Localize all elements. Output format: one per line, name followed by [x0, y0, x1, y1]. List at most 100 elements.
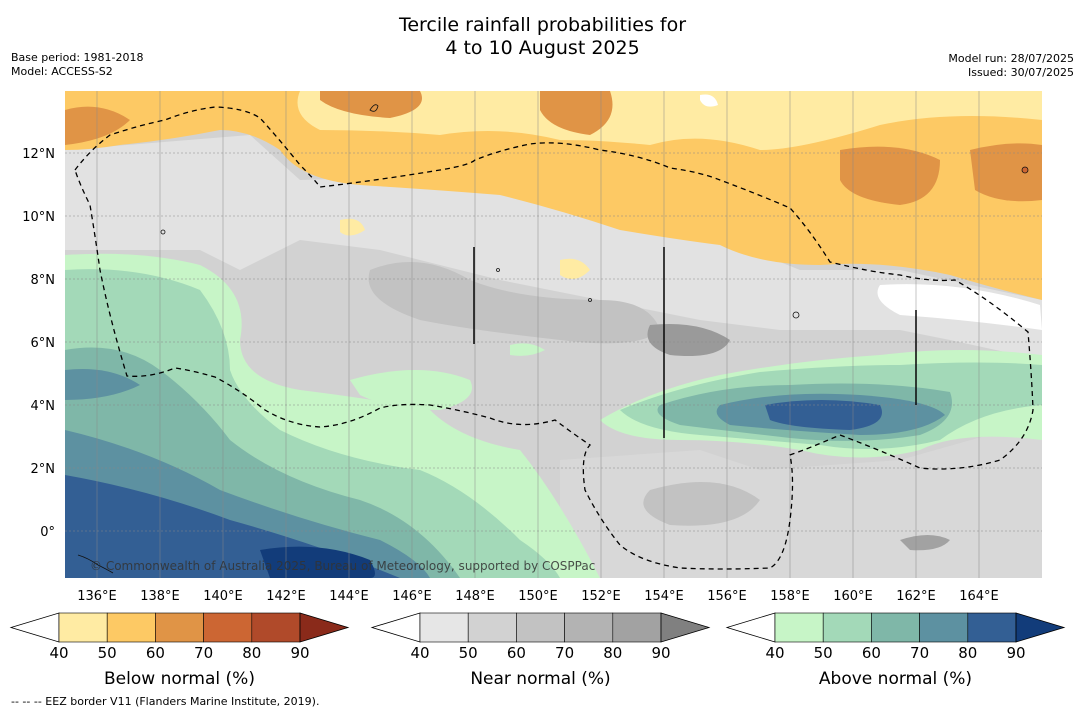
metadata-right: Model run: 28/07/2025 Issued: 30/07/2025: [948, 52, 1074, 80]
colorbar-tick-label: 40: [49, 644, 68, 662]
no-signal-area: [877, 284, 1042, 330]
colorbar-tick-label: 60: [146, 644, 165, 662]
near-normal-40: [65, 135, 1042, 360]
near-normal-80: [900, 535, 950, 551]
islands: [77, 104, 1029, 574]
colorbar-segment: [919, 612, 969, 643]
lat-label: 4°N: [31, 399, 56, 414]
lat-label: 10°N: [22, 210, 55, 225]
colorbar-segment: [612, 612, 662, 643]
model-name: Model: ACCESS-S2: [11, 65, 113, 78]
lon-label: 152°E: [581, 589, 621, 604]
colorbar-tick-label: 70: [555, 644, 574, 662]
colorbar: 40 50 60 70 80 90 Above normal (%): [725, 612, 1066, 689]
lon-label: 144°E: [329, 589, 369, 604]
colorbar-min-extension: [725, 612, 776, 643]
eez-border: [74, 106, 1034, 570]
lon-label: 158°E: [770, 589, 810, 604]
colorbar-tick-label: 60: [862, 644, 881, 662]
colorbar-tick-label: 80: [958, 644, 977, 662]
title-line-1: Tercile rainfall probabilities for: [398, 14, 687, 36]
lon-label: 136°E: [77, 589, 117, 604]
colorbar-segment: [822, 612, 872, 643]
colorbar-min-extension: [370, 612, 421, 643]
colorbar-tick-label: 70: [910, 644, 929, 662]
lon-label: 156°E: [707, 589, 747, 604]
colorbar-title: Below normal (%): [104, 669, 255, 689]
colorbar-tick-label: 70: [194, 644, 213, 662]
lon-label: 142°E: [266, 589, 306, 604]
colorbar-segment: [58, 612, 108, 643]
lon-label: 140°E: [203, 589, 243, 604]
below-normal-60-d: [970, 143, 1042, 202]
colorbar-tick-label: 40: [410, 644, 429, 662]
colorbar-tick-label: 90: [1006, 644, 1025, 662]
below-normal-60-a: [540, 91, 613, 135]
colorbar-tick-label: 80: [603, 644, 622, 662]
colorbar-segment: [774, 612, 824, 643]
below-normal-40: [297, 91, 1042, 150]
below-normal-60-b: [320, 91, 422, 118]
above-normal-90: [260, 546, 375, 578]
lon-labels: 136°E 138°E 140°E 142°E 144°E 146°E 148°…: [77, 589, 999, 604]
below-normal-60-c: [840, 146, 940, 205]
boundary-lines: [473, 247, 917, 438]
copyright-text: © Commonwealth of Australia 2025, Bureau…: [90, 559, 595, 573]
colorbar-segment: [419, 612, 469, 643]
colorbar-segment: [251, 612, 301, 643]
issued-date: Issued: 30/07/2025: [967, 66, 1074, 79]
colorbar-title: Above normal (%): [819, 669, 972, 689]
colorbar-tick-label: 90: [651, 644, 670, 662]
colorbar: 40 50 60 70 80 90 Below normal (%): [9, 612, 350, 689]
colorbar-min-extension: [9, 612, 60, 643]
lat-label: 12°N: [22, 147, 55, 162]
lon-label: 164°E: [959, 589, 999, 604]
above-normal-40-c: [510, 343, 545, 356]
model-run: Model run: 28/07/2025: [948, 52, 1074, 65]
colorbar-tick-label: 50: [459, 644, 478, 662]
metadata-left: Base period: 1981-2018 Model: ACCESS-S2: [11, 51, 143, 79]
colorbar-segment: [564, 612, 614, 643]
lat-gridlines: [65, 152, 1042, 532]
colorbars: 40 50 60 70 80 90 Below normal (%) 40 50 60 70 80 90…: [9, 612, 1066, 689]
colorbar: 40 50 60 70 80 90 Near normal (%): [370, 612, 711, 689]
above-normal-70-a: [65, 369, 140, 400]
near-normal-60-a: [368, 262, 660, 344]
lon-label: 148°E: [455, 589, 495, 604]
lon-label: 154°E: [644, 589, 684, 604]
lon-label: 150°E: [518, 589, 558, 604]
lon-label: 160°E: [833, 589, 873, 604]
map-title: Tercile rainfall probabilities for 4 to …: [0, 14, 1085, 60]
lon-gridlines: [96, 91, 980, 578]
lat-label: 6°N: [31, 336, 56, 351]
lon-label: 162°E: [896, 589, 936, 604]
lat-labels: 12°N 10°N 8°N 6°N 4°N 2°N 0°: [22, 147, 55, 540]
lon-label: 146°E: [392, 589, 432, 604]
lat-label: 0°: [40, 525, 55, 540]
map-panel: [65, 91, 1042, 578]
colorbar-segment: [155, 612, 204, 643]
colorbar-tick-label: 50: [814, 644, 833, 662]
below-normal-40-b: [560, 258, 590, 279]
no-signal-spot: [700, 94, 718, 107]
lat-label: 2°N: [31, 462, 56, 477]
footer-note: -- -- -- EEZ border V11 (Flanders Marine…: [11, 695, 320, 708]
below-normal-60-e: [65, 106, 130, 145]
colorbar-segment: [516, 612, 565, 643]
base-period: Base period: 1981-2018: [11, 51, 144, 64]
below-normal-40-c: [340, 218, 365, 236]
near-normal-70: [647, 324, 730, 356]
colorbar-tick-label: 60: [507, 644, 526, 662]
lon-label: 138°E: [140, 589, 180, 604]
colorbar-title: Near normal (%): [470, 669, 610, 689]
lat-label: 8°N: [31, 273, 56, 288]
colorbar-max-extension: [1015, 612, 1066, 643]
colorbar-segment: [106, 612, 156, 643]
colorbar-tick-label: 80: [242, 644, 261, 662]
colorbar-tick-label: 40: [765, 644, 784, 662]
colorbar-segment: [467, 612, 517, 643]
colorbar-tick-label: 50: [98, 644, 117, 662]
colorbar-tick-label: 90: [290, 644, 309, 662]
colorbar-segment: [203, 612, 253, 643]
